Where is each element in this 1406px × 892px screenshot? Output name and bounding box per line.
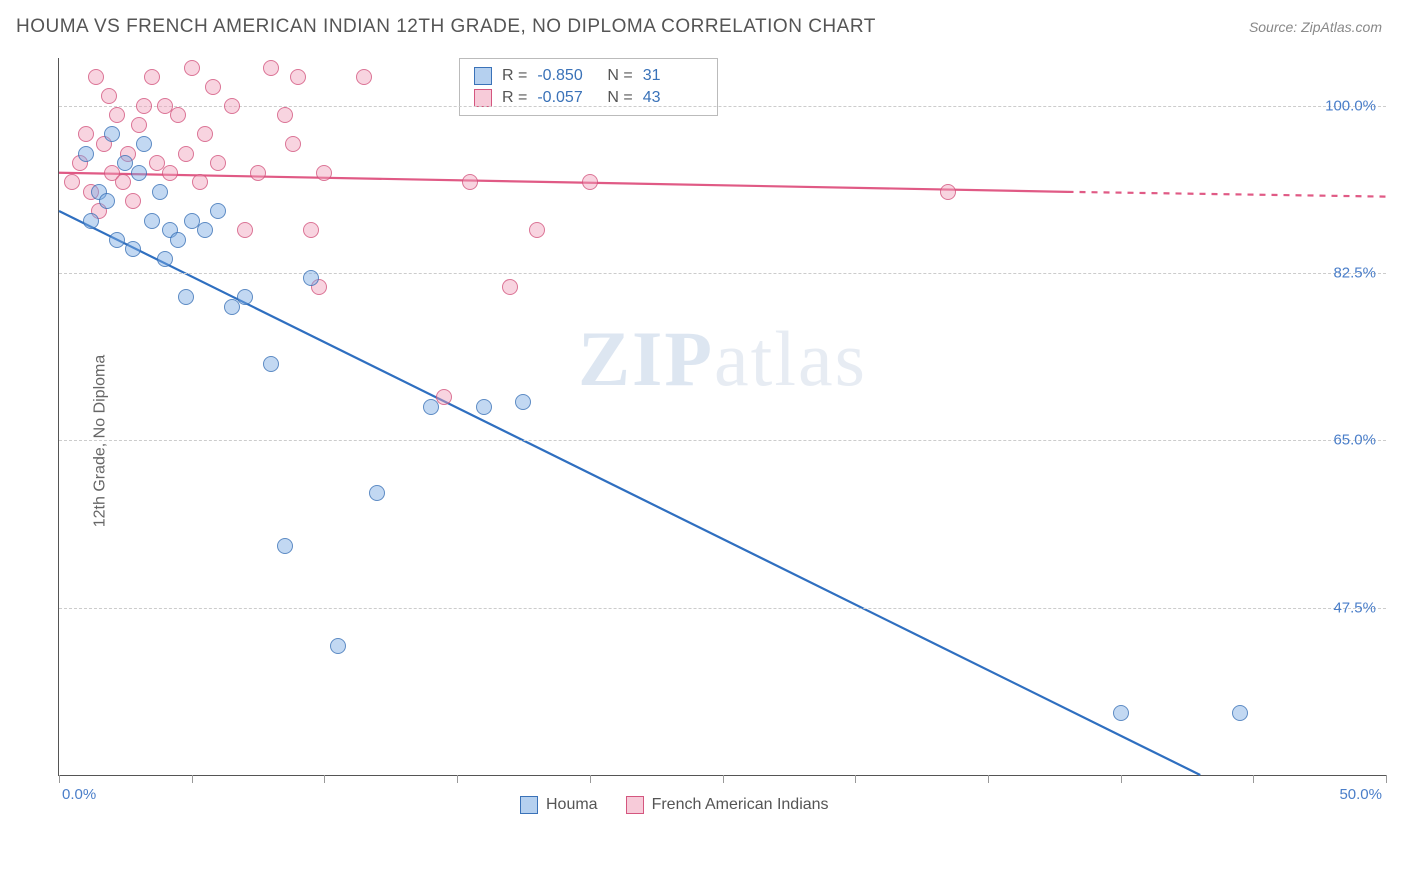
data-point xyxy=(144,213,160,229)
data-point xyxy=(303,222,319,238)
data-point xyxy=(940,184,956,200)
data-point xyxy=(423,399,439,415)
data-point xyxy=(205,79,221,95)
data-point xyxy=(237,289,253,305)
stats-row-houma: R = -0.850 N = 31 xyxy=(474,65,703,87)
data-point xyxy=(131,165,147,181)
data-point xyxy=(1232,705,1248,721)
data-point xyxy=(210,203,226,219)
data-point xyxy=(152,184,168,200)
data-point xyxy=(197,126,213,142)
data-point xyxy=(224,98,240,114)
data-point xyxy=(64,174,80,190)
data-point xyxy=(144,69,160,85)
swatch-pink-icon xyxy=(474,89,492,107)
gridline xyxy=(59,273,1386,274)
data-point xyxy=(99,193,115,209)
data-point xyxy=(178,146,194,162)
data-point xyxy=(582,174,598,190)
chart-area: 12th Grade, No Diploma ZIPatlas R = -0.8… xyxy=(50,46,1386,836)
data-point xyxy=(88,69,104,85)
data-point xyxy=(436,389,452,405)
data-point xyxy=(184,60,200,76)
x-tick xyxy=(1121,775,1122,783)
plot-region: ZIPatlas R = -0.850 N = 31 R = -0.057 N … xyxy=(58,58,1386,776)
x-tick xyxy=(59,775,60,783)
y-tick-label: 100.0% xyxy=(1325,97,1376,114)
data-point xyxy=(1113,705,1129,721)
data-point xyxy=(250,165,266,181)
data-point xyxy=(104,126,120,142)
x-tick xyxy=(1253,775,1254,783)
x-tick xyxy=(192,775,193,783)
data-point xyxy=(157,251,173,267)
data-point xyxy=(125,193,141,209)
x-tick-label-max: 50.0% xyxy=(1339,786,1382,803)
data-point xyxy=(263,60,279,76)
data-point xyxy=(356,69,372,85)
data-point xyxy=(109,232,125,248)
y-tick-label: 65.0% xyxy=(1333,432,1376,449)
swatch-pink-icon xyxy=(626,796,644,814)
legend: Houma French American Indians xyxy=(520,796,829,814)
swatch-blue-icon xyxy=(474,67,492,85)
data-point xyxy=(131,117,147,133)
data-point xyxy=(78,146,94,162)
data-point xyxy=(115,174,131,190)
data-point xyxy=(197,222,213,238)
data-point xyxy=(192,174,208,190)
data-point xyxy=(101,88,117,104)
data-point xyxy=(290,69,306,85)
x-tick xyxy=(324,775,325,783)
y-tick-label: 82.5% xyxy=(1333,265,1376,282)
x-tick xyxy=(723,775,724,783)
data-point xyxy=(277,107,293,123)
data-point xyxy=(330,638,346,654)
data-point xyxy=(303,270,319,286)
watermark: ZIPatlas xyxy=(578,314,867,404)
data-point xyxy=(502,279,518,295)
data-point xyxy=(369,485,385,501)
chart-title: HOUMA VS FRENCH AMERICAN INDIAN 12TH GRA… xyxy=(16,16,876,38)
x-tick xyxy=(457,775,458,783)
data-point xyxy=(263,356,279,372)
x-tick xyxy=(855,775,856,783)
gridline xyxy=(59,440,1386,441)
data-point xyxy=(316,165,332,181)
data-point xyxy=(178,289,194,305)
data-point xyxy=(170,107,186,123)
correlation-stats-box: R = -0.850 N = 31 R = -0.057 N = 43 xyxy=(459,58,718,116)
source-attribution: Source: ZipAtlas.com xyxy=(1249,19,1382,35)
data-point xyxy=(109,107,125,123)
gridline xyxy=(59,608,1386,609)
legend-item-houma: Houma xyxy=(520,796,598,814)
data-point xyxy=(237,222,253,238)
data-point xyxy=(78,126,94,142)
data-point xyxy=(476,399,492,415)
x-tick xyxy=(590,775,591,783)
data-point xyxy=(210,155,226,171)
x-tick-label-min: 0.0% xyxy=(62,786,96,803)
data-point xyxy=(515,394,531,410)
x-tick xyxy=(1386,775,1387,783)
data-point xyxy=(136,98,152,114)
data-point xyxy=(462,174,478,190)
data-point xyxy=(529,222,545,238)
data-point xyxy=(83,213,99,229)
swatch-blue-icon xyxy=(520,796,538,814)
data-point xyxy=(170,232,186,248)
legend-label: French American Indians xyxy=(652,796,829,814)
legend-label: Houma xyxy=(546,796,598,814)
data-point xyxy=(277,538,293,554)
x-tick xyxy=(988,775,989,783)
legend-item-french: French American Indians xyxy=(626,796,829,814)
y-tick-label: 47.5% xyxy=(1333,599,1376,616)
data-point xyxy=(136,136,152,152)
data-point xyxy=(162,165,178,181)
data-point xyxy=(285,136,301,152)
data-point xyxy=(125,241,141,257)
gridline xyxy=(59,106,1386,107)
